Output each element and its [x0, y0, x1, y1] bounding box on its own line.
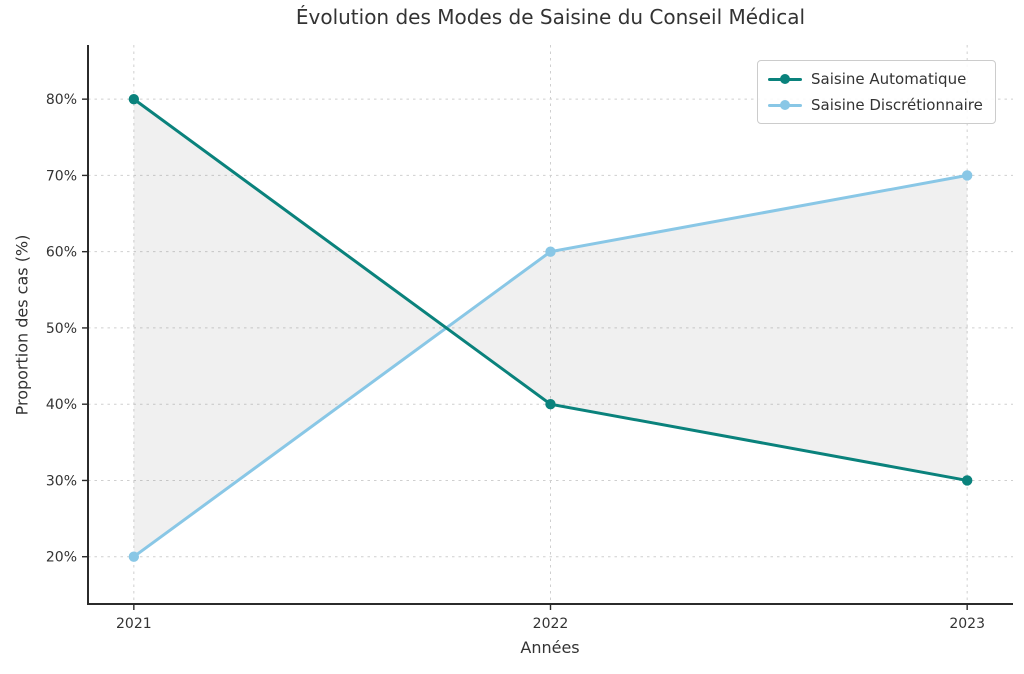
legend-line-marker-icon	[768, 99, 802, 111]
chart-title: Évolution des Modes de Saisine du Consei…	[295, 5, 806, 29]
svg-text:40%: 40%	[46, 397, 77, 413]
svg-text:50%: 50%	[46, 321, 77, 337]
legend-label: Saisine Automatique	[811, 70, 967, 88]
svg-text:80%: 80%	[46, 92, 77, 108]
legend: Saisine Automatique Saisine Discrétionna…	[757, 60, 996, 124]
svg-text:20%: 20%	[46, 550, 77, 566]
legend-label: Saisine Discrétionnaire	[811, 96, 983, 114]
svg-text:2021: 2021	[116, 616, 152, 632]
svg-text:2023: 2023	[949, 616, 985, 632]
svg-text:2022: 2022	[533, 616, 569, 632]
legend-line-marker-icon	[768, 73, 802, 85]
svg-text:70%: 70%	[46, 168, 77, 184]
series-lines	[128, 93, 973, 562]
x-axis-label: Années	[520, 638, 580, 657]
axes: 20% 30% 40% 50% 60% 70% 80% 2021 2022 2023	[46, 45, 1013, 632]
svg-text:60%: 60%	[46, 245, 77, 261]
svg-text:30%: 30%	[46, 473, 77, 489]
legend-item-saisine-discretionnaire: Saisine Discrétionnaire	[768, 92, 983, 118]
legend-item-saisine-automatique: Saisine Automatique	[768, 66, 983, 92]
